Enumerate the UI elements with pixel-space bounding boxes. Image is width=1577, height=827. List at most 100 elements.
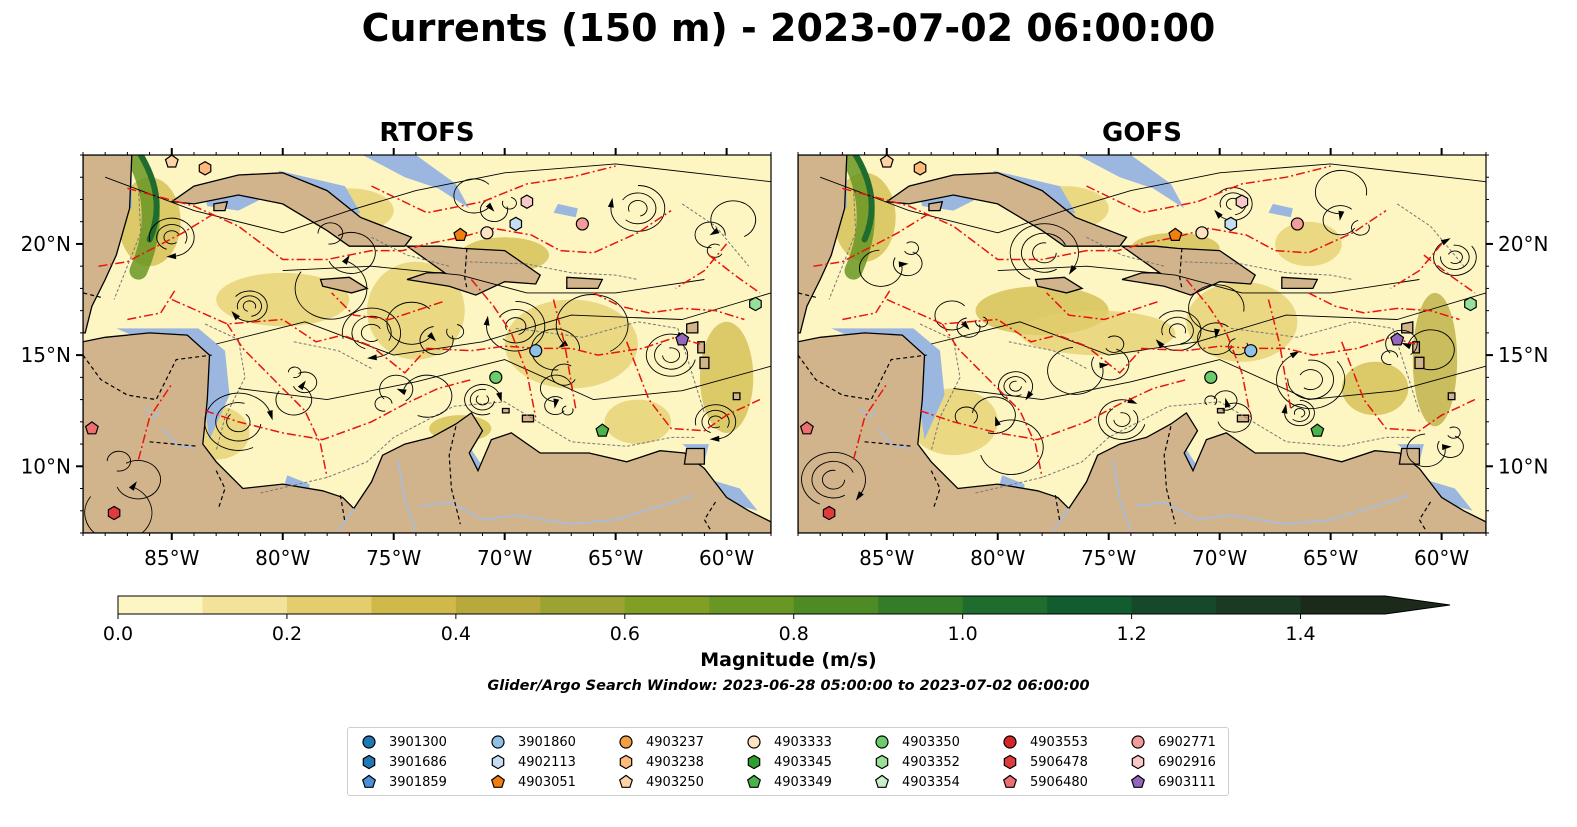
float-marker-4903051-gofs [1168,227,1183,242]
float-marker-4903352-gofs [1464,296,1477,312]
lat-tick-label: 20°N [1498,232,1548,256]
lat-tick-label: 10°N [21,454,71,478]
legend-item-5906480: 5906480 [1001,772,1088,792]
float-marker-4903350-rtofs [489,370,503,384]
legend-marker-5906480 [1002,774,1018,788]
panel-title-rtofs: RTOFS [379,118,475,148]
legend-label: 3901300 [389,734,447,750]
lat-tick-label: 15°N [1498,343,1548,367]
lat-tick-label: 10°N [1498,454,1548,478]
lon-tick-label: 60°W [699,546,754,570]
lon-tick-label: 70°W [477,546,532,570]
legend-marker-3901860 [491,735,505,749]
legend-marker-icon [874,774,890,788]
legend-marker-3901300 [362,735,376,749]
legend-marker-icon [362,754,376,770]
legend-label: 6902771 [1158,734,1216,750]
legend-marker-4903352 [875,754,889,770]
legend-item-5906478: 5906478 [1001,752,1088,772]
float-marker-4902113-rtofs [509,216,523,232]
lon-tick-label: 85°W [144,546,199,570]
colorbar-segment [286,596,372,614]
legend-label: 3901686 [389,754,447,770]
lon-tick-label: 60°W [1414,546,1469,570]
legend-marker-5906478 [1003,754,1017,770]
map-panel-gofs: 85°W 80°W 75°W 70°W 65°W 60°W 20°N 15°N 10°N [797,148,1548,570]
colorbar-segment [1300,596,1450,614]
float-marker-4903250-gofs [879,155,894,168]
float-marker-4902113-gofs [1224,216,1238,232]
legend-label: 4903553 [1030,734,1088,750]
legend-marker-4903345 [747,754,761,770]
legend-item-4903345: 4903345 [745,752,832,772]
legend-marker-icon [1131,754,1145,770]
colorbar-segment [118,596,203,614]
colorbar-tick-label: 0.2 [272,623,302,645]
legend-marker-icon [361,774,377,788]
legend-marker-icon [619,735,633,749]
float-marker-4903250-rtofs [164,155,179,168]
colorbar: 0.0 0.2 0.4 0.6 0.8 1.0 1.2 1.4 [103,595,1451,645]
lon-tick-label: 75°W [366,546,421,570]
float-marker-5906478-rtofs [107,505,121,521]
float-marker-6902771-gofs [1290,217,1304,231]
legend-item-4903051: 4903051 [489,772,576,792]
legend-item-4903354: 4903354 [873,772,960,792]
legend-item-4903553: 4903553 [1001,732,1088,752]
lon-tick-label: 70°W [1192,546,1247,570]
legend-label: 4902113 [518,754,576,770]
float-marker-4903238-rtofs [198,161,212,176]
legend-item-4903349: 4903349 [745,772,832,792]
colorbar-tick-label: 1.0 [948,623,978,645]
float-marker-6902916-rtofs [520,194,534,209]
legend-marker-4903051 [490,774,506,788]
lon-tick-label: 65°W [1303,546,1358,570]
lat-tick-label: 20°N [21,232,71,256]
legend-label: 5906478 [1030,754,1088,770]
legend-marker-icon [491,754,505,770]
float-marker-5906480-rtofs [84,421,99,435]
legend-item-4903333: 4903333 [745,732,832,752]
lon-tick-label: 75°W [1081,546,1136,570]
legend-item-4903237: 4903237 [617,732,704,752]
legend-marker-icon [490,774,506,788]
legend-marker-4903333 [747,735,761,749]
legend-label: 4903250 [646,774,704,790]
legend-item-4903352: 4903352 [873,752,960,772]
legend-label: 4903237 [646,734,704,750]
legend-marker-icon [1130,774,1146,788]
float-marker-6903111-rtofs [675,332,690,346]
colorbar-segment [455,596,541,614]
float-marker-6903111-gofs [1390,332,1405,346]
float-marker-3901860-rtofs [529,344,543,358]
lon-tick-label: 80°W [970,546,1025,570]
lon-tick-label: 80°W [255,546,310,570]
legend-marker-icon [1131,735,1145,749]
legend-marker-icon [1003,754,1017,770]
colorbar-label: Magnitude (m/s) [700,649,877,671]
float-marker-4903349-rtofs [595,423,610,437]
legend-marker-icon [619,754,633,770]
colorbar-segment [962,596,1048,614]
legend-marker-icon [747,754,761,770]
legend-marker-icon [1003,735,1017,749]
map-panels: 85°W 80°W 75°W 70°W 65°W 60°W 20°N 15°N 10°N 85°… [21,148,1548,570]
legend-marker-3901686 [362,754,376,770]
legend-marker-4903553 [1003,735,1017,749]
colorbar-tick-label: 0.0 [103,623,133,645]
legend-label: 4903333 [774,734,832,750]
legend-label: 5906480 [1030,774,1088,790]
colorbar-segment [1047,596,1133,614]
float-marker-6902771-rtofs [575,217,589,231]
float-marker-4903333-rtofs [480,226,494,240]
legend-label: 6903111 [1158,774,1216,790]
float-marker-4903333-gofs [1195,226,1209,240]
legend-label: 4903354 [902,774,960,790]
legend-item-4903250: 4903250 [617,772,704,792]
legend-marker-icon [746,774,762,788]
colorbar-segment [1131,596,1217,614]
float-marker-4903349-gofs [1310,423,1325,437]
legend-item-4902113: 4902113 [489,752,576,772]
legend-marker-4903354 [874,774,890,788]
legend-item-4903238: 4903238 [617,752,704,772]
